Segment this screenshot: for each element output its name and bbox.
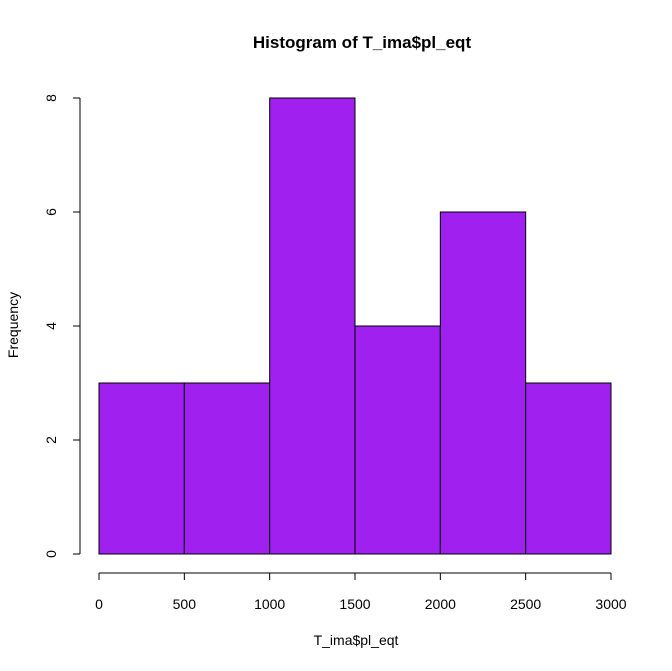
bars-layer	[98, 97, 612, 555]
chart-title: Histogram of T_ima$pl_eqt	[253, 33, 472, 52]
x-axis: 0 500 1000 1500 2000 2500 3000	[95, 572, 627, 612]
x-tick-label: 1500	[339, 596, 370, 612]
histogram-bar-1	[98, 382, 185, 555]
y-axis-label: Frequency	[5, 292, 21, 358]
histogram-bar-4	[354, 325, 441, 555]
y-tick-label: 8	[43, 94, 59, 102]
x-tick-label: 1000	[254, 596, 285, 612]
histogram-bar-6	[525, 382, 612, 555]
x-tick-label: 2500	[510, 596, 541, 612]
x-tick-label: 3000	[595, 596, 626, 612]
y-axis: 0 2 4 6 8	[43, 94, 81, 558]
y-tick-label: 4	[43, 322, 59, 330]
x-tick-label: 500	[173, 596, 197, 612]
histogram-bar-2	[183, 382, 271, 555]
x-axis-label: T_ima$pl_eqt	[314, 632, 399, 648]
y-tick-label: 6	[43, 208, 59, 216]
histogram-bar-3	[269, 97, 356, 555]
histogram-bar-5	[439, 211, 527, 555]
x-tick-label: 2000	[425, 596, 456, 612]
y-tick-label: 0	[43, 550, 59, 558]
x-tick-label: 0	[95, 596, 103, 612]
y-tick-label: 2	[43, 436, 59, 444]
